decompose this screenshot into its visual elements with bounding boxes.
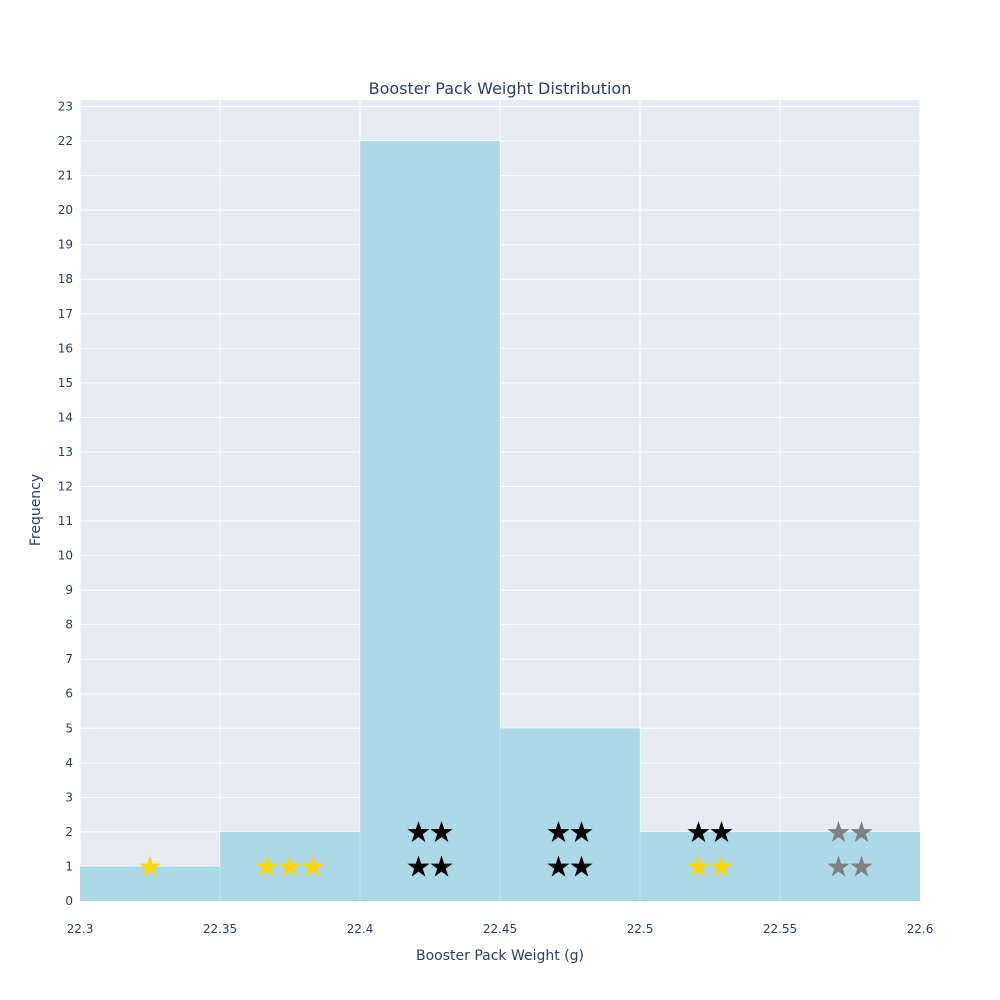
star-markers: ★ ★★★ ★★★★★★★★★★★★★★★★ (137, 815, 875, 884)
star-marker: ★ (300, 849, 326, 883)
y-tick-label: 5 (65, 721, 73, 735)
star-marker: ★ (686, 849, 712, 883)
y-tick-label: 17 (58, 307, 73, 321)
y-tick-label: 8 (65, 618, 73, 632)
y-tick-label: 18 (58, 272, 73, 286)
star-marker: ★ (429, 849, 455, 883)
y-tick-label: 9 (65, 583, 73, 597)
star-marker: ★ (254, 849, 280, 883)
star-marker: ★ (406, 849, 432, 883)
histogram-bar (640, 831, 780, 901)
histogram-bars (80, 141, 920, 902)
x-axis-title: Booster Pack Weight (g) (416, 948, 584, 964)
star-marker: ★ (849, 849, 875, 883)
star-marker: ★ (137, 849, 163, 883)
star-marker: ★ (709, 849, 735, 883)
y-tick-label: 13 (58, 445, 73, 459)
star-marker: ★ (429, 815, 455, 849)
y-tick-label: 15 (58, 376, 73, 390)
star-marker: ★ (569, 849, 595, 883)
star-marker: ★ (546, 815, 572, 849)
y-tick-label: 14 (58, 410, 73, 424)
y-tick-label: 12 (58, 479, 73, 493)
star-marker: ★ (546, 849, 572, 883)
y-tick-label: 20 (58, 203, 73, 217)
x-tick-label: 22.45 (483, 922, 517, 936)
y-tick-label: 4 (65, 756, 73, 770)
histogram-bar (780, 831, 920, 901)
x-tick-label: 22.55 (763, 922, 797, 936)
x-tick-label: 22.4 (347, 922, 374, 936)
star-marker: ★ (826, 815, 852, 849)
y-tick-label: 22 (58, 134, 73, 148)
x-tick-label: 22.6 (907, 922, 934, 936)
star-marker: ★ (849, 815, 875, 849)
y-axis-title: Frequency (28, 474, 44, 546)
y-tick-label: 2 (65, 825, 73, 839)
histogram-bar (500, 728, 640, 901)
y-tick-label: 11 (58, 514, 73, 528)
chart-title: Booster Pack Weight Distribution (369, 79, 632, 98)
y-tick-label: 16 (58, 341, 73, 355)
star-marker: ★ (826, 849, 852, 883)
y-tick-label: 19 (58, 238, 73, 252)
y-tick-label: 3 (65, 790, 73, 804)
y-tick-label: 21 (58, 169, 73, 183)
x-axis-ticks: 22.3 22.35 22.4 22.45 22.5 22.55 22.6 (67, 922, 934, 936)
star-marker: ★ (406, 815, 432, 849)
x-tick-label: 22.35 (203, 922, 237, 936)
x-tick-label: 22.5 (627, 922, 654, 936)
y-tick-label: 7 (65, 652, 73, 666)
y-tick-label: 10 (58, 549, 73, 563)
y-tick-label: 6 (65, 687, 73, 701)
y-tick-label: 0 (65, 894, 73, 908)
x-tick-label: 22.3 (67, 922, 94, 936)
star-marker: ★ (709, 815, 735, 849)
histogram-bar (220, 831, 360, 901)
star-marker: ★ (277, 849, 303, 883)
histogram-bar (80, 866, 220, 901)
histogram-bar (360, 141, 500, 902)
star-marker: ★ (686, 815, 712, 849)
y-tick-label: 23 (58, 100, 73, 114)
star-marker: ★ (569, 815, 595, 849)
y-tick-label: 1 (65, 859, 73, 873)
